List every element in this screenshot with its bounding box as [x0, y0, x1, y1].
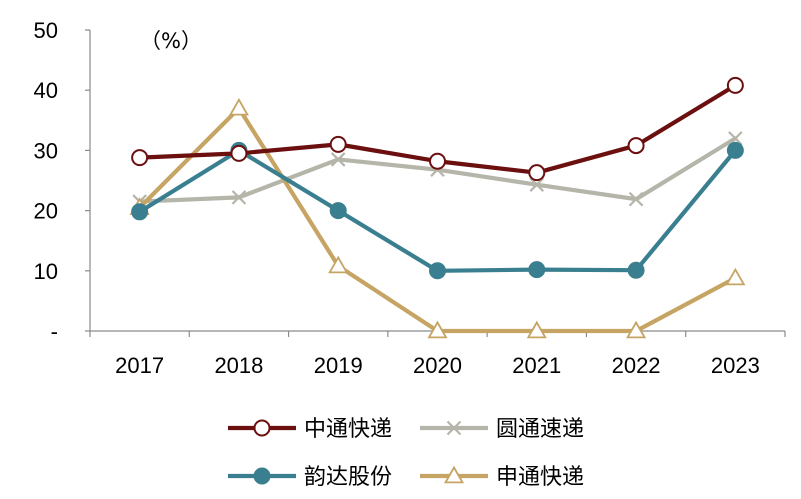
legend-item: 申通快递 — [420, 465, 584, 490]
x-tick-label: 2020 — [413, 353, 462, 378]
x-tick-label: 2021 — [512, 353, 561, 378]
legend-marker — [446, 420, 462, 436]
data-point — [329, 135, 347, 153]
y-tick-label: 40 — [34, 78, 58, 103]
data-point — [228, 97, 249, 116]
series-2 — [132, 131, 743, 209]
x-tick-label: 2018 — [214, 353, 263, 378]
legend-label: 圆通速递 — [496, 417, 584, 442]
x-tick-label: 2019 — [314, 353, 363, 378]
legend-marker — [443, 465, 465, 484]
data-point — [429, 152, 446, 170]
x-tick-label: 2023 — [711, 353, 760, 378]
data-point — [231, 190, 247, 205]
legend-item: 中通快递 — [228, 417, 392, 442]
legend-label: 韵达股份 — [304, 465, 392, 490]
data-point — [628, 191, 644, 207]
legend-label: 申通快递 — [496, 465, 584, 490]
data-point — [329, 202, 347, 220]
legend-label: 中通快递 — [304, 417, 392, 442]
legend-marker — [253, 467, 271, 485]
data-point — [528, 164, 546, 182]
unit-label: （%） — [140, 29, 202, 53]
y-tick-label: 30 — [34, 138, 58, 163]
data-point — [725, 267, 746, 286]
data-point — [427, 320, 448, 339]
data-point — [726, 76, 744, 94]
data-point — [627, 137, 645, 155]
data-point — [330, 152, 346, 167]
data-point — [726, 141, 744, 159]
data-point — [627, 261, 645, 279]
axes: - 10 20 30 40 50 2017 2018 2019 2020 2021 2022 2023 — [34, 18, 786, 378]
data-point — [728, 131, 743, 146]
series-1 — [131, 76, 744, 182]
data-point — [526, 320, 547, 339]
data-point — [529, 177, 545, 192]
legend-item: 韵达股份 — [228, 465, 392, 490]
y-tick-label: 50 — [34, 18, 58, 43]
y-tick-label: 20 — [34, 199, 58, 224]
data-point — [230, 144, 248, 162]
series-layer — [129, 76, 746, 339]
data-point — [528, 261, 546, 279]
data-point — [131, 149, 149, 167]
data-point — [626, 320, 647, 339]
y-tick-label: 10 — [34, 259, 58, 284]
data-point — [131, 203, 149, 221]
y-tick-label: - — [51, 319, 58, 344]
data-point — [328, 255, 349, 274]
legend-marker — [253, 419, 271, 437]
x-tick-label: 2017 — [115, 353, 164, 378]
data-point — [429, 262, 446, 280]
x-tick-label: 2022 — [612, 353, 661, 378]
legend-item: 圆通速递 — [420, 417, 584, 442]
